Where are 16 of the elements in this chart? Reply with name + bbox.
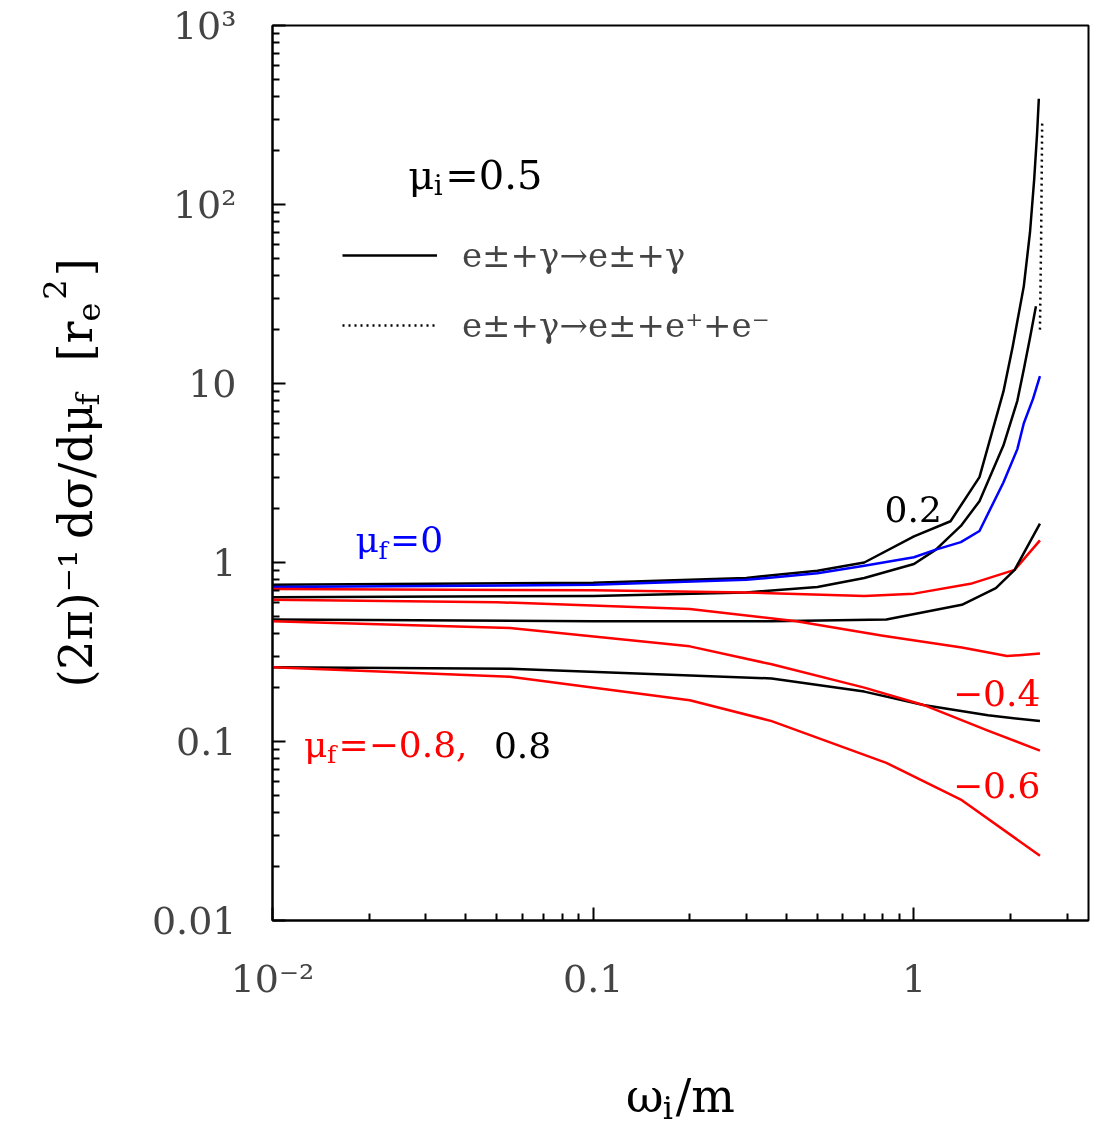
annotation: −0.6 (952, 764, 1041, 806)
y-tick-label: 1 (212, 541, 237, 585)
annotation: −0.4 (952, 672, 1041, 714)
legend-label: e±+γ→e±+γ (462, 235, 686, 275)
x-tick-label: 0.1 (563, 957, 624, 1001)
legend-label: e±+γ→e±+e⁺+e⁻ (462, 305, 770, 345)
annotation: 0.2 (884, 489, 942, 531)
y-tick-label: 10 (188, 362, 237, 406)
y-tick-label: 0.01 (151, 899, 237, 943)
annotation: 0.8 (493, 724, 552, 766)
y-tick-label: 10² (172, 182, 237, 227)
y-axis-title: (2π)⁻¹ dσ/dμf [re2] (36, 258, 108, 688)
y-tick-label: 10³ (172, 3, 237, 48)
x-tick-label: 10⁻² (230, 956, 315, 1001)
y-tick-label: 0.1 (176, 720, 237, 764)
x-tick-label: 1 (901, 957, 927, 1001)
